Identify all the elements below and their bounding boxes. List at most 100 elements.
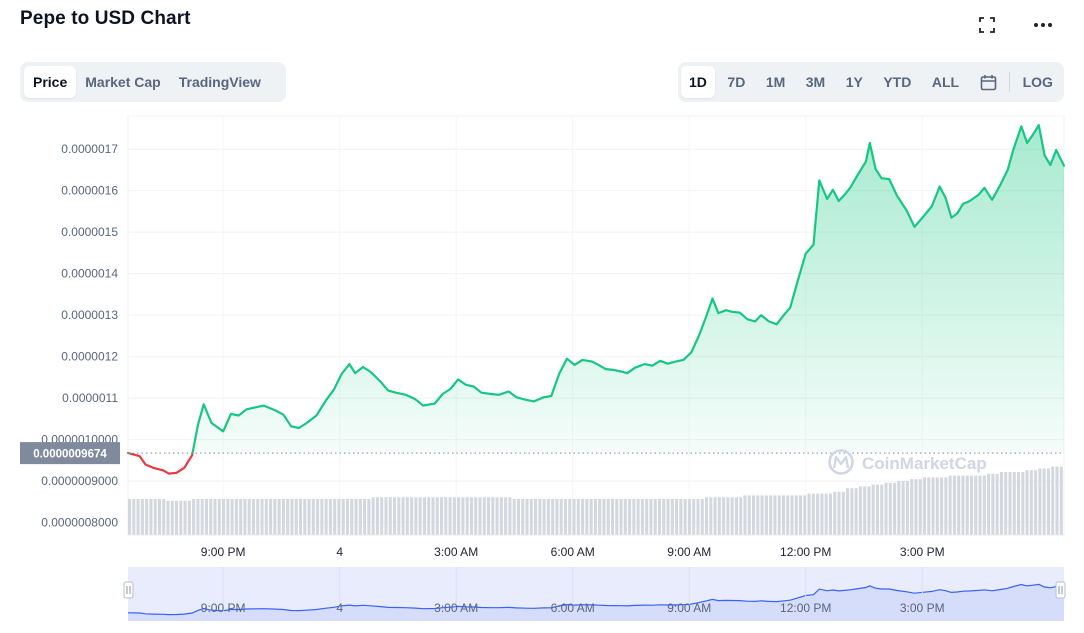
volume-bar xyxy=(730,497,734,535)
volume-bar xyxy=(769,495,773,535)
volume-bar xyxy=(739,497,743,535)
volume-bar xyxy=(952,475,956,535)
volume-bar xyxy=(572,499,576,535)
price-chart[interactable]: 0.0000017 0.0000016 0.0000015 0.0000014 0.00… xyxy=(0,110,1084,633)
volume-bar xyxy=(542,499,546,535)
tab-tradingview[interactable]: TradingView xyxy=(178,74,261,90)
volume-bar xyxy=(1042,468,1046,535)
volume-bar xyxy=(140,499,144,535)
volume-bar xyxy=(593,499,597,535)
y-axis: 0.0000017 0.0000016 0.0000015 0.0000014 0.00… xyxy=(41,142,118,529)
volume-bar xyxy=(414,497,418,535)
more-horizontal-icon[interactable] xyxy=(1032,14,1054,36)
navigator-tick-label: 3:00 AM xyxy=(434,601,478,615)
range-7d[interactable]: 7D xyxy=(727,74,746,90)
tab-price[interactable]: Price xyxy=(24,66,77,98)
volume-bar xyxy=(196,499,200,535)
volume-bar xyxy=(298,499,303,535)
volume-bar xyxy=(794,495,798,535)
volume-bar xyxy=(589,499,593,535)
volume-bar xyxy=(187,500,191,535)
volume-bar xyxy=(256,499,260,535)
volume-bar xyxy=(397,497,401,535)
volume-bar xyxy=(918,479,922,535)
volume-bar xyxy=(581,499,585,535)
range-all[interactable]: ALL xyxy=(931,74,960,90)
volume-bar xyxy=(1051,466,1055,535)
volume-bar xyxy=(803,495,807,535)
volume-bar xyxy=(820,493,824,535)
volume-bar xyxy=(901,481,905,535)
y-tick-label: 0.0000011 xyxy=(62,391,118,405)
volume-bar xyxy=(495,497,499,535)
volume-bar xyxy=(995,473,999,535)
range-ytd[interactable]: YTD xyxy=(883,74,912,90)
header-actions xyxy=(976,14,1054,36)
volume-bar xyxy=(487,497,491,535)
volume-bar xyxy=(457,497,461,535)
log-toggle[interactable]: LOG xyxy=(1022,74,1053,90)
volume-bar xyxy=(850,488,854,535)
reference-label-bg xyxy=(20,442,120,465)
volume-bar xyxy=(247,499,251,535)
x-tick-label: 4 xyxy=(336,545,343,559)
navigator-tick-label: 6:00 AM xyxy=(551,601,595,615)
volume-bar xyxy=(324,499,328,535)
volume-bar xyxy=(239,499,243,535)
volume-bar xyxy=(905,481,909,535)
volume-bar xyxy=(692,499,696,535)
tab-market-cap[interactable]: Market Cap xyxy=(85,74,161,90)
volume-bar xyxy=(568,499,572,535)
volume-bar xyxy=(760,495,764,535)
volume-bar xyxy=(726,497,730,535)
volume-bar xyxy=(260,499,264,535)
volume-bar xyxy=(192,499,196,535)
range-1d[interactable]: 1D xyxy=(681,66,715,98)
volume-bar xyxy=(418,497,422,535)
volume-bar xyxy=(217,499,221,535)
watermark-text: CoinMarketCap xyxy=(862,454,987,473)
navigator-handle-right-icon[interactable] xyxy=(1055,581,1066,599)
volume-bar xyxy=(1025,470,1029,535)
volume-bar xyxy=(469,497,473,535)
volume-bar xyxy=(452,497,456,535)
y-tick-label: 0.0000013 xyxy=(61,308,118,322)
fullscreen-icon[interactable] xyxy=(976,14,998,36)
volume-bar xyxy=(226,499,230,535)
volume-bar xyxy=(525,499,529,535)
volume-bar xyxy=(623,499,627,535)
volume-bar xyxy=(200,499,204,535)
volume-bar xyxy=(982,475,986,535)
range-navigator[interactable]: 9:00 PM 4 3:00 AM 6:00 AM 9:00 AM 12:00 PM 3:0… xyxy=(123,567,1066,621)
range-1y[interactable]: 1Y xyxy=(845,74,863,90)
volume-bar xyxy=(893,482,897,535)
volume-bar xyxy=(875,484,880,535)
calendar-icon[interactable] xyxy=(972,66,1005,98)
volume-bar xyxy=(157,499,161,535)
volume-bar xyxy=(504,497,508,535)
navigator-tick-label: 9:00 PM xyxy=(201,601,246,615)
volume-bar xyxy=(666,499,670,535)
y-tick-label: 0.0000017 xyxy=(61,142,118,156)
volume-bar xyxy=(679,499,683,535)
volume-bar xyxy=(713,497,717,535)
volume-bar xyxy=(333,499,337,535)
volume-bar xyxy=(1021,472,1025,535)
range-3m[interactable]: 3M xyxy=(805,74,826,90)
volume-bar xyxy=(179,500,183,535)
volume-bar xyxy=(598,499,602,535)
volume-bar xyxy=(132,499,136,535)
range-1m[interactable]: 1M xyxy=(765,74,786,90)
volume-bar xyxy=(965,475,969,535)
volume-bar xyxy=(474,497,478,535)
price-area xyxy=(128,125,1064,454)
volume-bar xyxy=(512,499,516,535)
navigator-area xyxy=(128,584,1064,621)
volume-bar xyxy=(734,497,738,535)
navigator-handle-left-icon[interactable] xyxy=(123,581,134,599)
volume-bar xyxy=(910,479,914,535)
volume-bar xyxy=(175,500,179,535)
volume-bar xyxy=(752,495,756,535)
volume-bar xyxy=(1046,468,1050,535)
volume-bar xyxy=(931,477,935,535)
